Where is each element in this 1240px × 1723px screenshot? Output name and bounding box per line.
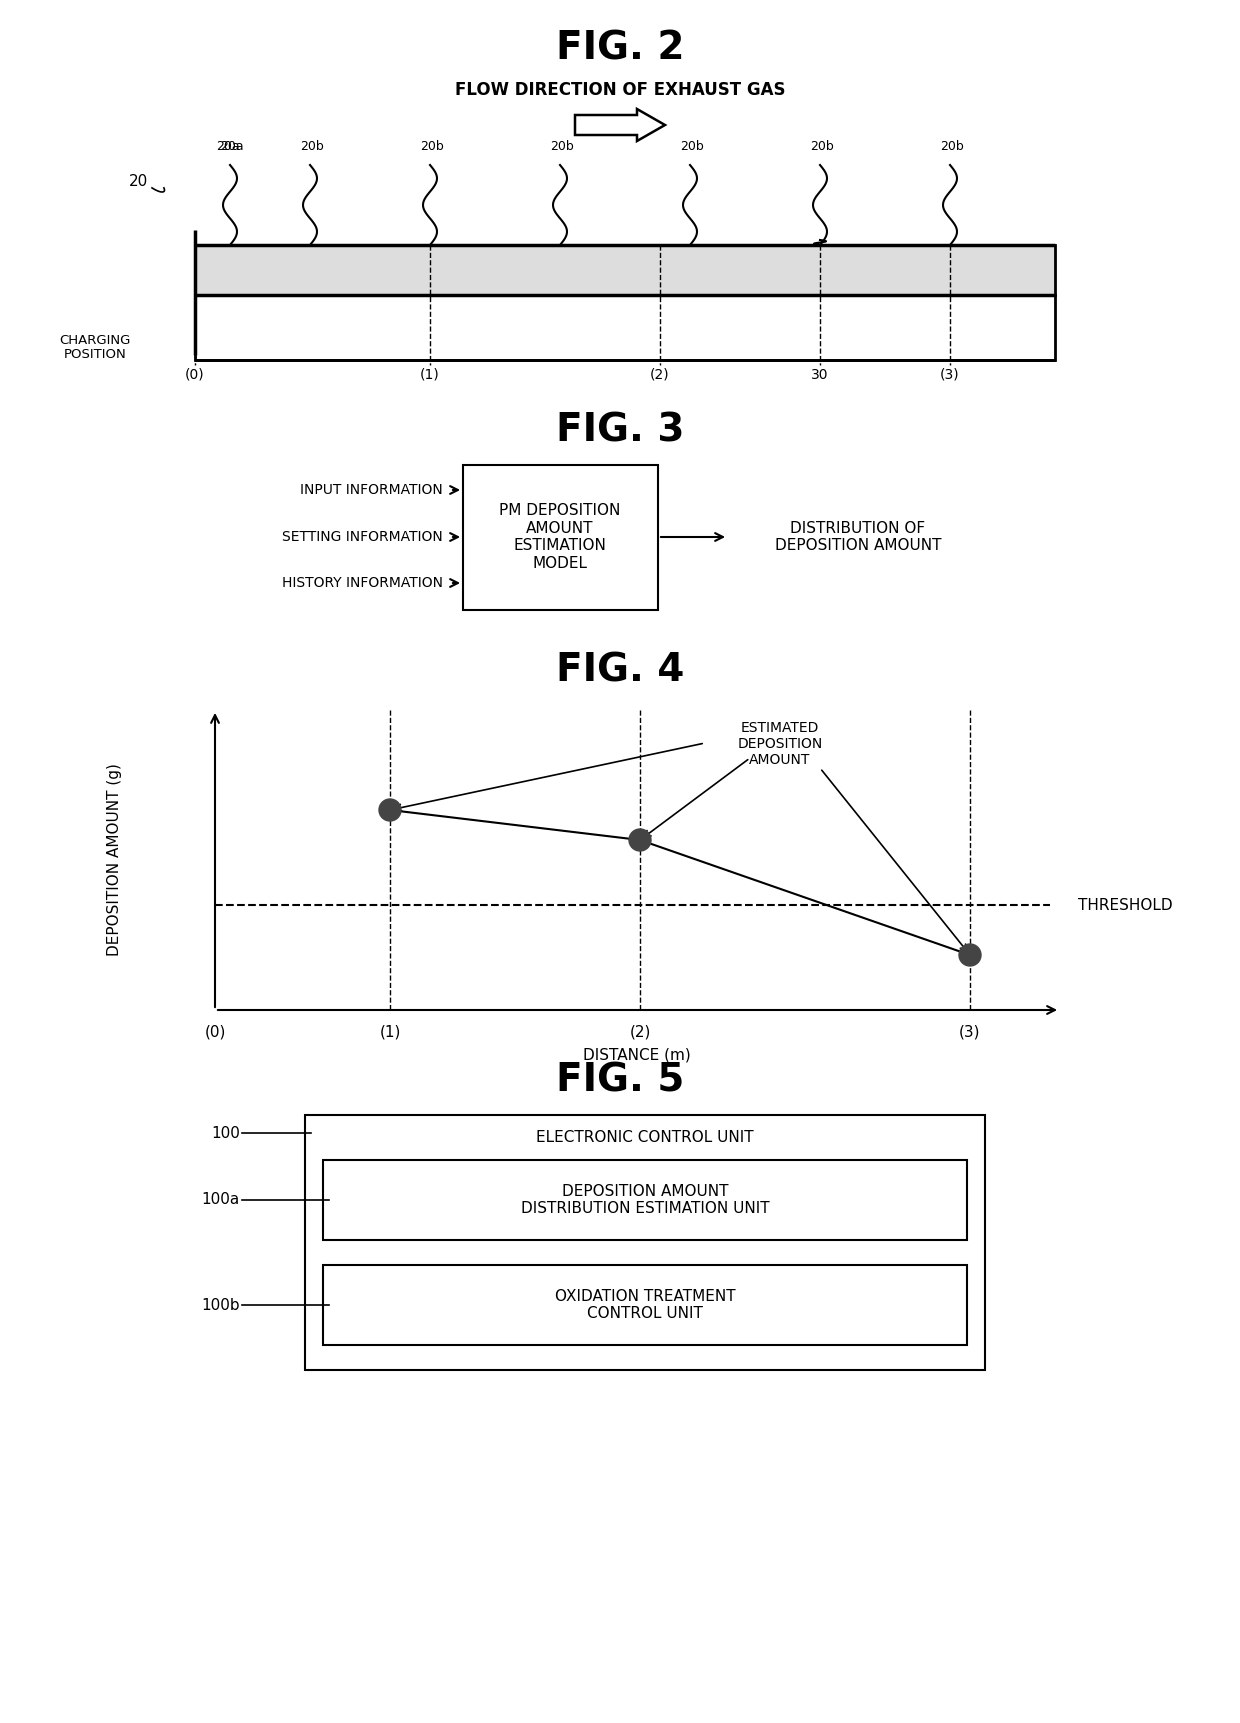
Text: 20b: 20b [420,141,444,153]
Text: FIG. 3: FIG. 3 [556,412,684,450]
Text: (0): (0) [205,1025,226,1039]
Text: 100b: 100b [201,1297,241,1313]
Bar [195,245,1055,295]
Text: 20a: 20a [216,141,239,153]
Text: 100a: 100a [202,1192,241,1208]
Bar [322,1265,967,1346]
Text: ESTIMATED: ESTIMATED [740,720,820,736]
Text: CHARGING: CHARGING [60,334,130,346]
Circle shape [379,799,401,820]
Text: DEPOSITION AMOUNT (g): DEPOSITION AMOUNT (g) [108,763,123,956]
Text: (3): (3) [960,1025,981,1039]
Bar [305,1115,985,1370]
Text: INPUT INFORMATION: INPUT INFORMATION [300,482,443,496]
Text: (2): (2) [650,369,670,383]
Text: AMOUNT: AMOUNT [749,753,811,767]
Text: ELECTRONIC CONTROL UNIT: ELECTRONIC CONTROL UNIT [536,1130,754,1144]
Text: (0): (0) [185,369,205,383]
Text: HISTORY INFORMATION: HISTORY INFORMATION [281,575,443,589]
Text: OXIDATION TREATMENT
CONTROL UNIT: OXIDATION TREATMENT CONTROL UNIT [554,1289,735,1322]
Text: (3): (3) [940,369,960,383]
Text: FIG. 5: FIG. 5 [556,1061,684,1099]
Text: DEPOSITION: DEPOSITION [738,737,822,751]
Text: PM DEPOSITION
AMOUNT
ESTIMATION
MODEL: PM DEPOSITION AMOUNT ESTIMATION MODEL [500,503,621,570]
Text: 30: 30 [811,369,828,383]
Text: (1): (1) [420,369,440,383]
Text: 20b: 20b [551,141,574,153]
Text: FLOW DIRECTION OF EXHAUST GAS: FLOW DIRECTION OF EXHAUST GAS [455,81,785,98]
Bar [463,465,658,610]
Text: 20: 20 [129,174,148,190]
Text: DISTRIBUTION OF
DEPOSITION AMOUNT: DISTRIBUTION OF DEPOSITION AMOUNT [775,520,941,553]
Text: 20a: 20a [221,141,244,153]
Text: (1): (1) [379,1025,401,1039]
Text: DISTANCE (m): DISTANCE (m) [583,1048,691,1063]
Circle shape [959,944,981,967]
Text: 100: 100 [211,1125,241,1141]
Circle shape [629,829,651,851]
Text: FIG. 2: FIG. 2 [556,29,684,67]
FancyArrow shape [575,109,665,141]
Text: POSITION: POSITION [63,348,126,362]
Bar [322,1160,967,1241]
Text: FIG. 4: FIG. 4 [556,651,684,689]
Text: DEPOSITION AMOUNT
DISTRIBUTION ESTIMATION UNIT: DEPOSITION AMOUNT DISTRIBUTION ESTIMATIO… [521,1184,769,1216]
Text: (2): (2) [630,1025,651,1039]
Bar [195,295,1055,360]
Text: SETTING INFORMATION: SETTING INFORMATION [283,531,443,544]
Text: 20b: 20b [810,141,833,153]
Text: 20b: 20b [680,141,704,153]
Text: 20b: 20b [940,141,963,153]
Text: 20b: 20b [300,141,324,153]
Text: THRESHOLD: THRESHOLD [1078,898,1172,913]
